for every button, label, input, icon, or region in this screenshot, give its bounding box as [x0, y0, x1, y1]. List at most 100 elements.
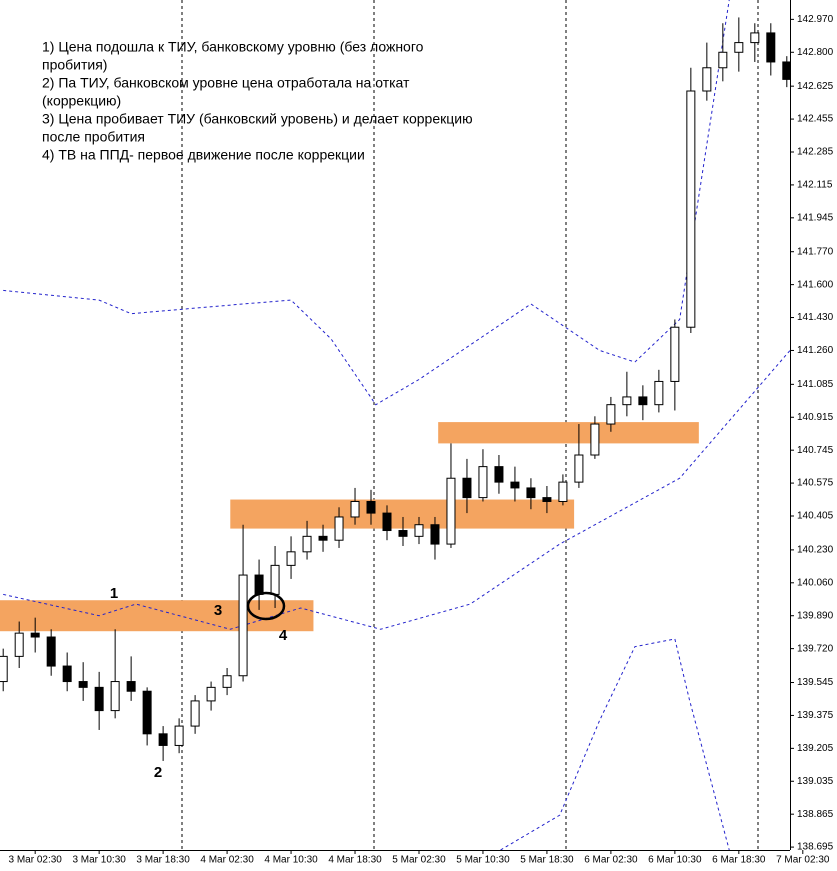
candle-body: [478, 466, 488, 499]
note-line: 3) Цена пробивает ТИУ (банковский уровен…: [42, 111, 473, 127]
candle-body: [62, 665, 72, 683]
x-tick-label: 5 Mar 10:30: [456, 855, 510, 866]
y-tick-label: 140.915: [797, 412, 834, 423]
candle-body: [302, 535, 312, 553]
y-tick-label: 142.115: [797, 180, 833, 191]
bands: [3, 0, 790, 850]
candles: [0, 17, 790, 761]
candle-body: [590, 423, 600, 456]
y-tick-label: 138.865: [797, 809, 834, 820]
candle-body: [462, 477, 472, 499]
candle-body: [670, 326, 680, 382]
candle-body: [558, 481, 568, 502]
candle-body: [494, 466, 504, 483]
candle-body: [78, 681, 88, 688]
candle-body: [606, 404, 616, 425]
candle-body: [126, 681, 136, 692]
candle-body: [702, 67, 712, 92]
candle-body: [718, 51, 728, 69]
level-zone: [0, 600, 314, 632]
y-tick-label: 142.455: [797, 114, 834, 125]
candle-body: [414, 524, 424, 537]
candle-body: [446, 477, 456, 545]
candle-body: [174, 725, 184, 746]
y-tick-label: 141.600: [797, 279, 834, 290]
y-tick-label: 140.745: [797, 445, 834, 456]
candle-body: [286, 551, 296, 566]
annotations: 1) Цена подошла к ТИУ, банковскому уровн…: [42, 39, 473, 781]
level-zone: [438, 422, 699, 444]
candle-body: [542, 497, 552, 502]
candle-body: [782, 61, 790, 80]
highlight-ellipse: [246, 591, 286, 621]
candle-body: [0, 655, 8, 683]
y-tick-label: 139.375: [797, 710, 834, 721]
y-tick-label: 139.035: [797, 776, 834, 787]
candle-body: [254, 574, 264, 595]
candle-body: [526, 487, 536, 499]
candle-body: [750, 32, 760, 44]
candle-body: [430, 524, 440, 545]
y-tick-label: 141.945: [797, 212, 834, 223]
candle-body: [206, 686, 216, 702]
x-tick-label: 6 Mar 10:30: [648, 855, 702, 866]
y-tick-label: 139.545: [797, 677, 834, 688]
candle-body: [654, 380, 664, 406]
band-line: [500, 638, 730, 850]
marker-label: 1: [110, 585, 118, 602]
candle-body: [190, 700, 200, 727]
y-tick-label: 139.205: [797, 743, 834, 754]
band-line: [3, 350, 790, 630]
candle-body: [270, 564, 280, 595]
candle-body: [382, 512, 392, 532]
candle-body: [574, 454, 584, 483]
candle-body: [238, 574, 248, 677]
candle-body: [350, 500, 360, 518]
candle-body: [14, 632, 24, 657]
candle-body: [734, 42, 744, 53]
candle-body: [766, 32, 776, 63]
day-separators: [181, 0, 759, 850]
candle-body: [142, 690, 152, 735]
candle-body: [334, 516, 344, 541]
band-line: [3, 0, 730, 406]
y-tick-label: 142.800: [797, 47, 834, 58]
y-tick-label: 142.625: [797, 81, 834, 92]
x-tick-label: 5 Mar 18:30: [520, 855, 574, 866]
note-line: пробития): [42, 57, 107, 73]
y-tick-label: 138.695: [797, 842, 834, 853]
note-line: (коррекцию): [42, 93, 121, 109]
y-tick-label: 139.890: [797, 610, 834, 621]
candle-body: [398, 530, 408, 537]
x-tick-label: 4 Mar 10:30: [264, 855, 318, 866]
x-tick-label: 3 Mar 18:30: [136, 855, 190, 866]
candle-body: [110, 681, 120, 712]
marker-label: 4: [279, 627, 288, 644]
note-line: 1) Цена подошла к ТИУ, банковскому уровн…: [42, 39, 424, 55]
candle-body: [46, 636, 56, 667]
marker-label: 2: [154, 764, 162, 781]
x-tick-label: 3 Mar 02:30: [8, 855, 62, 866]
y-tick-label: 141.085: [797, 379, 834, 390]
y-tick-label: 139.720: [797, 643, 834, 654]
marker-label: 3: [214, 602, 222, 619]
x-tick-label: 6 Mar 02:30: [584, 855, 638, 866]
candle-body: [638, 396, 648, 406]
x-tick-label: 5 Mar 02:30: [392, 855, 446, 866]
candle-body: [686, 90, 696, 328]
y-tick-label: 141.260: [797, 345, 834, 356]
y-tick-label: 140.060: [797, 577, 834, 588]
y-tick-label: 140.230: [797, 545, 834, 556]
y-tick-label: 140.575: [797, 478, 834, 489]
x-tick-label: 4 Mar 02:30: [200, 855, 254, 866]
x-tick-label: 3 Mar 10:30: [72, 855, 126, 866]
candle-body: [510, 481, 520, 489]
y-tick-label: 141.430: [797, 312, 834, 323]
note-line: 4) ТВ на ППД- первое движение после корр…: [42, 147, 365, 163]
y-tick-label: 141.770: [797, 246, 834, 257]
x-tick-label: 4 Mar 18:30: [328, 855, 382, 866]
level-zone: [230, 499, 575, 529]
x-tick-label: 7 Mar 02:30: [776, 855, 830, 866]
